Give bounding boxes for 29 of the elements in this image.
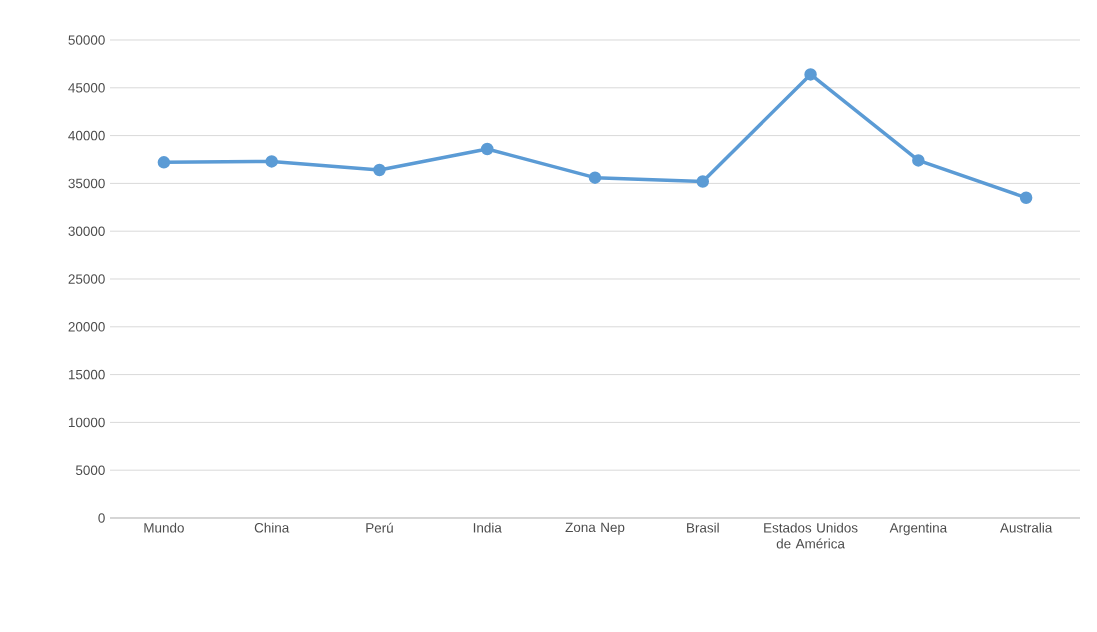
- y-tick-label: 20000: [68, 322, 105, 332]
- point: [696, 175, 710, 188]
- y-tick-label: 40000: [68, 130, 105, 141]
- x-tick-label: Zona Nep: [565, 522, 625, 535]
- x-tick-label: India: [473, 522, 502, 533]
- point: [1019, 191, 1033, 204]
- x-tick-label: Brasil: [687, 522, 719, 533]
- x-tick-label: Mundo: [144, 522, 184, 533]
- y-tick-label: 35000: [68, 178, 105, 189]
- x-tick-label: Argentina: [889, 522, 948, 536]
- point: [157, 156, 171, 169]
- x-tick-label: Australia: [999, 522, 1053, 533]
- point: [480, 142, 494, 156]
- y-tick-label: 5000: [75, 465, 105, 475]
- point: [912, 154, 925, 167]
- y-tick-label: 45000: [68, 83, 105, 93]
- x-tick-label: China: [254, 522, 290, 533]
- x-tick-label: Perú: [366, 522, 393, 533]
- point: [265, 155, 278, 168]
- y-tick-label: 0: [98, 513, 105, 523]
- point: [588, 171, 602, 184]
- y-tick-label: 30000: [68, 226, 105, 236]
- point: [373, 163, 386, 177]
- y-tick-label: 15000: [68, 369, 105, 380]
- y-tick-label: 50000: [68, 35, 105, 45]
- point: [804, 68, 817, 81]
- y-tick-label: 25000: [68, 274, 105, 284]
- x-tick-label: Estados Unidos de América: [764, 522, 858, 549]
- y-tick-label: 10000: [68, 417, 105, 428]
